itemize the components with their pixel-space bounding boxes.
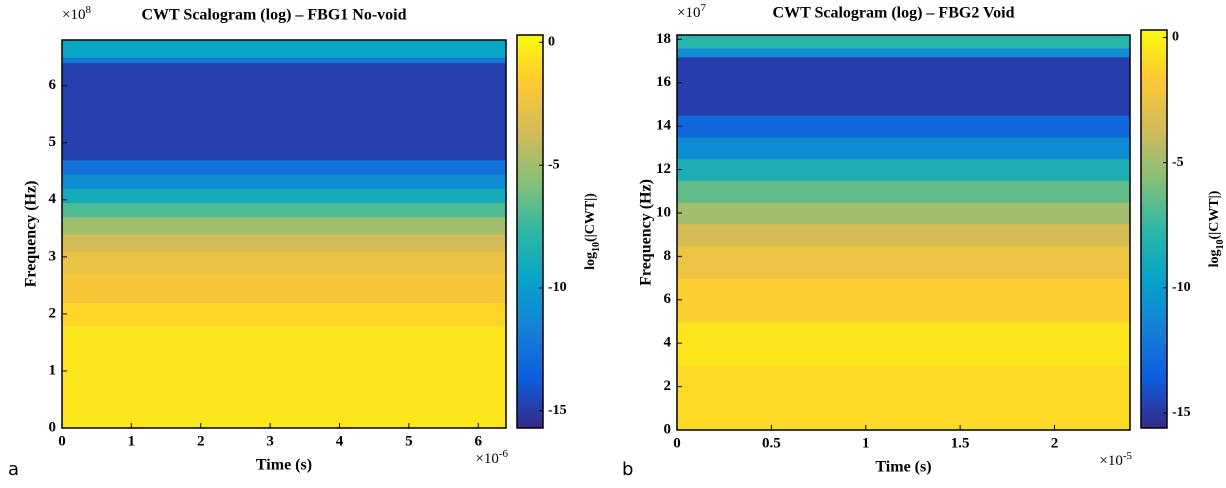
heatmap-band: [62, 62, 506, 161]
y-tick-label: 4: [49, 191, 57, 207]
x-tick-label: 5: [405, 433, 413, 449]
chart-title: CWT Scalogram (log) – FBG1 No-void: [141, 7, 406, 24]
heatmap-band: [62, 159, 506, 175]
colorbar-label-base: log: [583, 252, 598, 270]
x-tick-label: 3: [266, 433, 274, 449]
colorbar-tick-label: -5: [548, 157, 560, 172]
heatmap-band: [62, 174, 506, 189]
plot-frame: [676, 34, 1131, 431]
x-tick-label: 2: [197, 433, 205, 449]
chart-title: CWT Scalogram (log) – FBG2 Void: [773, 5, 1015, 22]
heatmap-band: [677, 35, 1130, 49]
heatmap-band: [677, 223, 1130, 247]
heatmap-band: [677, 158, 1130, 181]
heatmap-band: [677, 56, 1130, 116]
heatmap-band: [62, 234, 506, 252]
multiplier-base: ×10: [62, 7, 85, 23]
heatmap-band: [62, 251, 506, 275]
heatmap-band: [677, 48, 1130, 58]
heatmap-band: [62, 273, 506, 303]
heatmap-band: [62, 40, 506, 58]
y-tick-label: 2: [49, 305, 57, 321]
multiplier-power: 7: [700, 2, 706, 14]
y-tick-label: 14: [656, 118, 672, 134]
colorbar-tick-label: -15: [548, 403, 567, 418]
colorbar-tick-label: 0: [548, 35, 555, 50]
colorbar-tick-label: -15: [1172, 405, 1191, 420]
y-tick-label: 0: [49, 419, 57, 435]
multiplier-base: ×10: [475, 451, 498, 467]
heatmap-band: [62, 216, 506, 235]
multiplier-power: 8: [85, 4, 91, 16]
colorbar: [1140, 29, 1168, 429]
heatmap-band: [62, 325, 506, 429]
multiplier-power: -5: [1123, 450, 1133, 462]
heatmap-band: [62, 57, 506, 64]
y-tick-label: 8: [664, 248, 672, 264]
axis-multiplier: ×10-6: [475, 448, 508, 468]
colorbar-label-rest: (|CWT|): [583, 193, 598, 242]
y-axis-label: Frequency (Hz): [23, 181, 40, 288]
x-tick-label: 4: [336, 433, 344, 449]
y-tick-label: 3: [49, 248, 57, 264]
heatmap-band: [677, 180, 1130, 203]
y-tick-label: 0: [664, 421, 672, 437]
heatmap-band: [62, 302, 506, 326]
colorbar-label-sub: 10: [591, 242, 602, 252]
colorbar-label-sub: 10: [1215, 240, 1226, 250]
x-tick-label: 0: [58, 433, 66, 449]
y-tick-label: 5: [49, 134, 57, 150]
panel-label: a: [8, 459, 19, 480]
plot-frame: [61, 39, 507, 429]
heatmap-band: [62, 188, 506, 204]
y-tick-label: 16: [656, 74, 672, 90]
colorbar-label-base: log: [1207, 250, 1222, 268]
x-tick-label: 6: [475, 433, 483, 449]
x-tick-label: 1: [862, 435, 870, 451]
colorbar-label: log10(|CWT|): [1207, 190, 1226, 267]
colorbar-label: log10(|CWT|): [583, 193, 602, 270]
x-axis-label: Time (s): [875, 459, 931, 476]
y-tick-label: 10: [656, 204, 671, 220]
colorbar-tick-label: -10: [1172, 280, 1191, 295]
x-axis-label: Time (s): [256, 457, 312, 474]
heatmap-band: [677, 115, 1130, 138]
y-tick-label: 12: [656, 161, 671, 177]
x-tick-label: 1: [128, 433, 136, 449]
colorbar-label-rest: (|CWT|): [1207, 190, 1222, 239]
y-tick-label: 2: [664, 378, 672, 394]
x-tick-label: 2: [1051, 435, 1059, 451]
multiplier-base: ×10: [1099, 453, 1122, 469]
x-tick-label: 0.5: [762, 435, 781, 451]
heatmap-band: [677, 245, 1130, 279]
axis-multiplier: ×10-5: [1099, 450, 1132, 470]
colorbar: [516, 34, 544, 429]
x-tick-label: 1.5: [951, 435, 970, 451]
colorbar-tick-label: -10: [548, 280, 567, 295]
y-tick-label: 1: [49, 362, 57, 378]
multiplier-power: -6: [499, 448, 509, 460]
y-axis-label: Frequency (Hz): [638, 179, 655, 286]
colorbar-tick-label: 0: [1172, 30, 1179, 45]
x-tick-label: 0: [673, 435, 681, 451]
heatmap-band: [677, 321, 1130, 366]
axis-multiplier: ×107: [677, 2, 706, 22]
heatmap-band: [677, 364, 1130, 431]
multiplier-base: ×10: [677, 5, 700, 21]
heatmap-band: [677, 278, 1130, 322]
heatmap-band: [677, 137, 1130, 160]
heatmap-band: [677, 202, 1130, 225]
y-tick-label: 6: [49, 77, 57, 93]
y-tick-label: 6: [664, 291, 672, 307]
y-tick-label: 18: [656, 31, 671, 47]
y-tick-label: 4: [664, 335, 672, 351]
heatmap-band: [62, 202, 506, 218]
axis-multiplier: ×108: [62, 4, 91, 24]
colorbar-tick-label: -5: [1172, 155, 1184, 170]
panel-label: b: [622, 459, 633, 480]
